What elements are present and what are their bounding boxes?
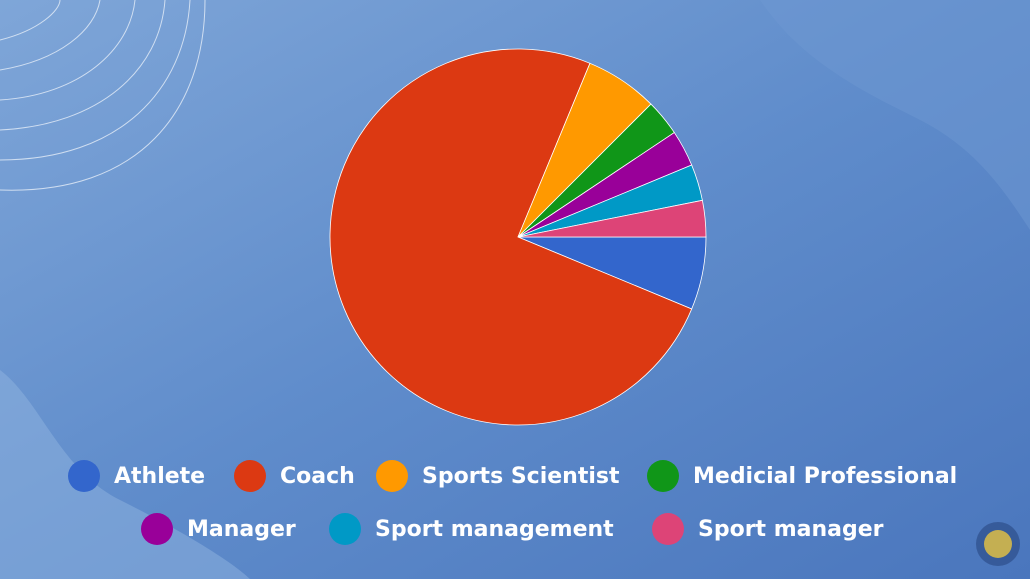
- legend-swatch: [652, 513, 684, 545]
- logo: [976, 522, 1020, 566]
- legend-label: Manager: [187, 517, 296, 542]
- legend-label: Sport management: [375, 517, 614, 542]
- contour-lines: [0, 0, 206, 191]
- decor-shape: [760, 0, 1030, 230]
- legend-label: Athlete: [114, 464, 205, 489]
- legend-swatch: [68, 460, 100, 492]
- legend-swatch: [234, 460, 266, 492]
- pie-slice: [329, 48, 693, 426]
- legend-swatch: [329, 513, 361, 545]
- legend-label: Sports Scientist: [422, 464, 620, 489]
- legend-swatch: [141, 513, 173, 545]
- legend-swatch: [376, 460, 408, 492]
- pie: [329, 48, 707, 426]
- pie-slice: [517, 199, 707, 238]
- legend-label: Sport manager: [698, 517, 884, 542]
- legend-swatch: [647, 460, 679, 492]
- decor-shape: [0, 370, 250, 579]
- legend-label: Medicial Professional: [693, 464, 957, 489]
- legend: Athlete Coach Sports Scientist Medicial Pro…: [68, 460, 957, 545]
- legend-label: Coach: [280, 464, 355, 489]
